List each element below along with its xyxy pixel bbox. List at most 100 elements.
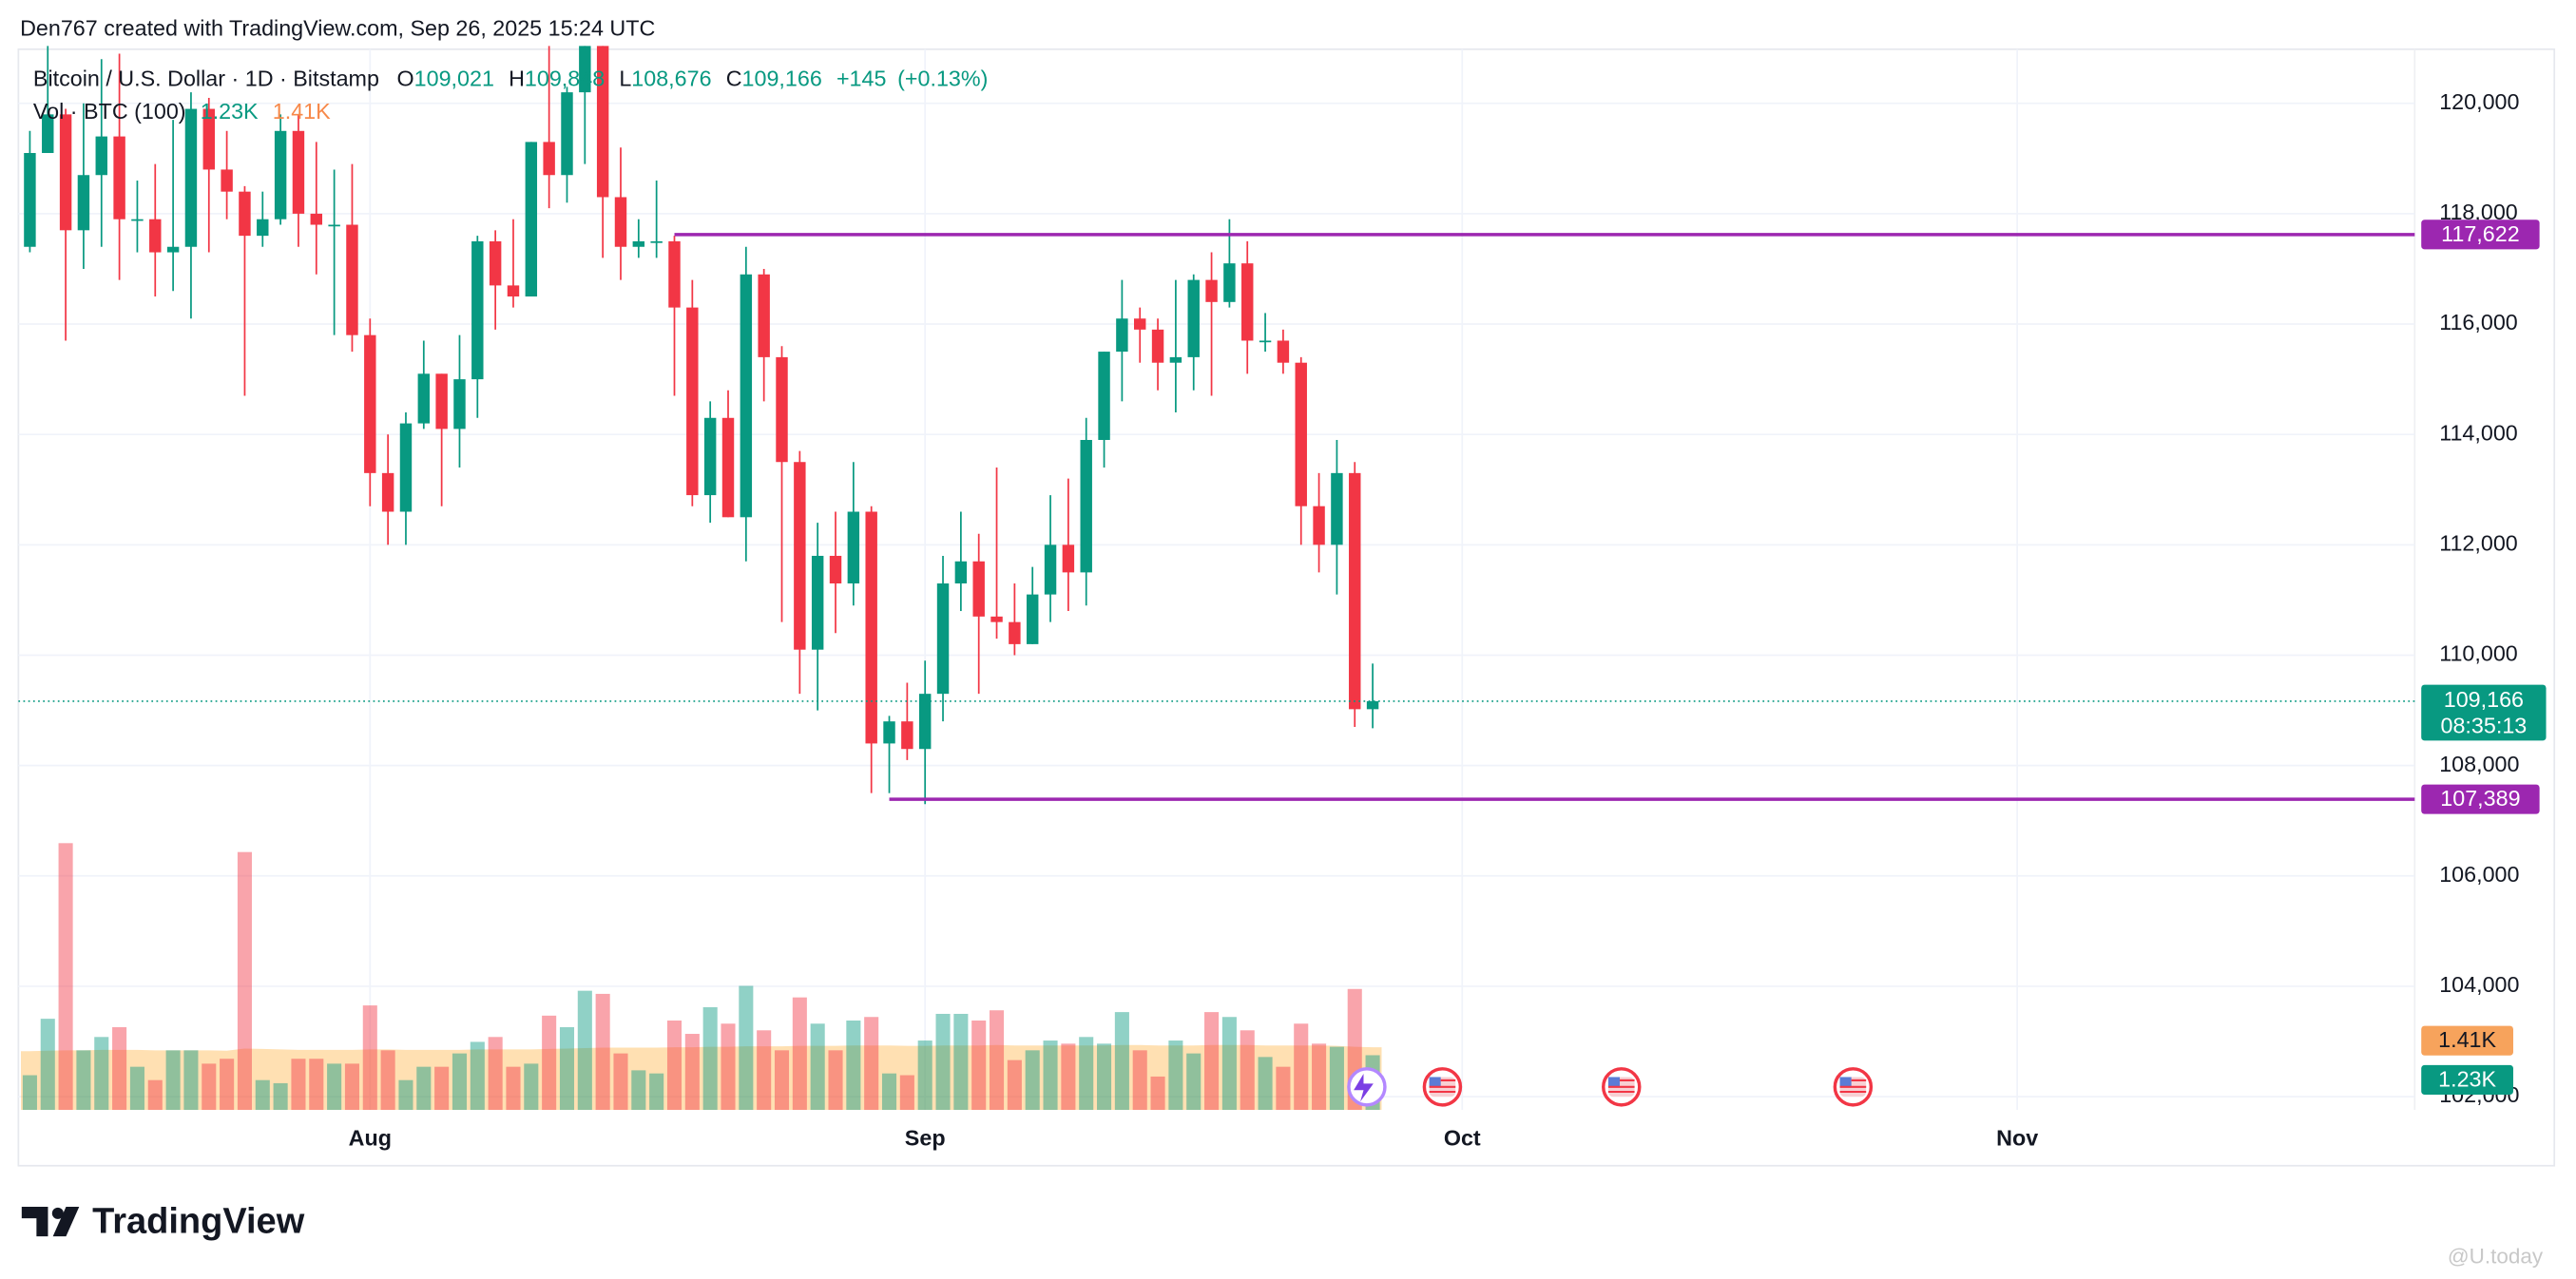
volume-bar	[899, 1075, 914, 1111]
flag-stripes	[1429, 1079, 1456, 1094]
candle-body	[1026, 594, 1039, 644]
volume-axis-label: 1.23K	[2438, 1066, 2496, 1091]
legend-open: 109,021	[414, 67, 494, 91]
volume-bar	[1150, 1076, 1165, 1111]
volume-ma-box	[2421, 1025, 2513, 1056]
candle-body	[257, 219, 269, 237]
volume-bar	[506, 1066, 521, 1111]
legend-change-pct: (+0.13%)	[897, 67, 988, 91]
volume-bar	[990, 1010, 1005, 1111]
candle-body	[632, 240, 645, 247]
candle-body	[883, 721, 895, 744]
legend-low: 108,676	[631, 67, 711, 91]
candle-body	[703, 417, 717, 496]
candle-body	[1080, 440, 1092, 573]
volume-bar	[398, 1079, 413, 1111]
volume-bar	[595, 993, 610, 1111]
volume-bar	[684, 1034, 700, 1111]
candle-body	[1349, 472, 1361, 710]
candle-body	[686, 307, 699, 496]
volume-bar	[129, 1066, 144, 1111]
legend-h: H	[509, 67, 525, 91]
volume-bar	[828, 1050, 843, 1111]
volume-bar	[76, 1050, 91, 1111]
us-event[interactable]	[1833, 1067, 1874, 1107]
volume-bar	[22, 1075, 37, 1111]
header-text: Den767 created with TradingView.com, Sep…	[20, 15, 655, 40]
volume-bar	[559, 1027, 575, 1111]
volume-ma-axis-label: 1.41K	[2438, 1027, 2496, 1052]
overlays: 102,000104,000106,000108,000110,000112,0…	[18, 89, 2547, 1150]
us-event[interactable]	[1602, 1067, 1642, 1107]
legend-c: C	[726, 67, 742, 91]
flag-stripes	[1607, 1079, 1635, 1094]
legend-volume: Vol · BTC (100) 1.23K 1.41K	[33, 99, 331, 124]
candle-body	[1098, 352, 1110, 441]
candle-body	[399, 423, 413, 512]
volume-box	[2421, 1064, 2513, 1095]
candle-body	[166, 246, 180, 253]
candle-body	[901, 721, 913, 750]
legend-ohlc: Bitcoin / U.S. Dollar · 1D · Bitstamp O1…	[33, 67, 988, 91]
candle-body	[865, 511, 877, 744]
volume-bar	[1061, 1043, 1076, 1111]
x-tick-label: Sep	[905, 1125, 946, 1150]
volume-bar	[434, 1066, 450, 1111]
volume-bar	[524, 1063, 539, 1111]
candles	[24, 46, 1379, 805]
y-tick-label: 112,000	[2439, 531, 2518, 556]
candle-body	[435, 373, 448, 430]
candle-body	[417, 373, 431, 424]
candle-body	[471, 240, 484, 380]
volume-bar	[1132, 1050, 1147, 1111]
volume-bar	[165, 1050, 181, 1111]
logo-dot	[51, 1207, 64, 1219]
volume-bar	[792, 997, 807, 1111]
candle-body	[614, 197, 627, 247]
candle-body	[668, 240, 681, 308]
volume-title: Vol · BTC (100)	[33, 99, 186, 124]
us-event[interactable]	[1422, 1067, 1463, 1107]
candle-body	[721, 417, 735, 518]
candle-body	[1009, 621, 1021, 644]
volume-pane	[21, 843, 1382, 1111]
volume-bar	[380, 1050, 395, 1111]
volume-bar	[452, 1053, 468, 1111]
volume-last: 1.23K	[201, 99, 259, 124]
candle-body	[954, 561, 968, 583]
volume-bar	[1258, 1057, 1273, 1111]
candle-body	[543, 142, 555, 176]
volume-bar	[774, 1050, 790, 1111]
volume-bar	[613, 1053, 628, 1111]
volume-bar	[183, 1050, 199, 1111]
volume-bar	[1240, 1030, 1255, 1111]
candle-body	[1366, 700, 1379, 710]
candle-body	[42, 114, 54, 154]
candle-body	[1295, 362, 1307, 506]
candle-body	[184, 108, 198, 247]
volume-bar	[1276, 1066, 1291, 1111]
volume-bar	[1079, 1037, 1094, 1111]
logo: TradingView	[21, 1201, 305, 1241]
volume-bar	[721, 1023, 736, 1111]
legend-change: +145	[836, 67, 887, 91]
volume-bar	[1329, 1046, 1344, 1111]
candle-body	[1277, 340, 1290, 363]
candle-body	[1313, 506, 1325, 545]
candle-body	[453, 379, 466, 430]
candle-body	[1259, 340, 1272, 343]
volume-bar	[757, 1030, 772, 1111]
candle-body	[381, 472, 394, 512]
event-icons	[1347, 1067, 1874, 1107]
flag-canton	[1429, 1077, 1441, 1087]
candle-body	[811, 555, 824, 650]
candle-body	[1134, 318, 1146, 330]
volume-bar	[702, 1006, 718, 1111]
candle-body	[95, 136, 107, 176]
countdown-label: 08:35:13	[2441, 714, 2528, 738]
candle-body	[990, 616, 1003, 622]
volume-bar	[416, 1066, 432, 1111]
candle-body	[1044, 544, 1057, 595]
volume-bar	[273, 1082, 288, 1111]
volume-bar	[631, 1070, 646, 1111]
